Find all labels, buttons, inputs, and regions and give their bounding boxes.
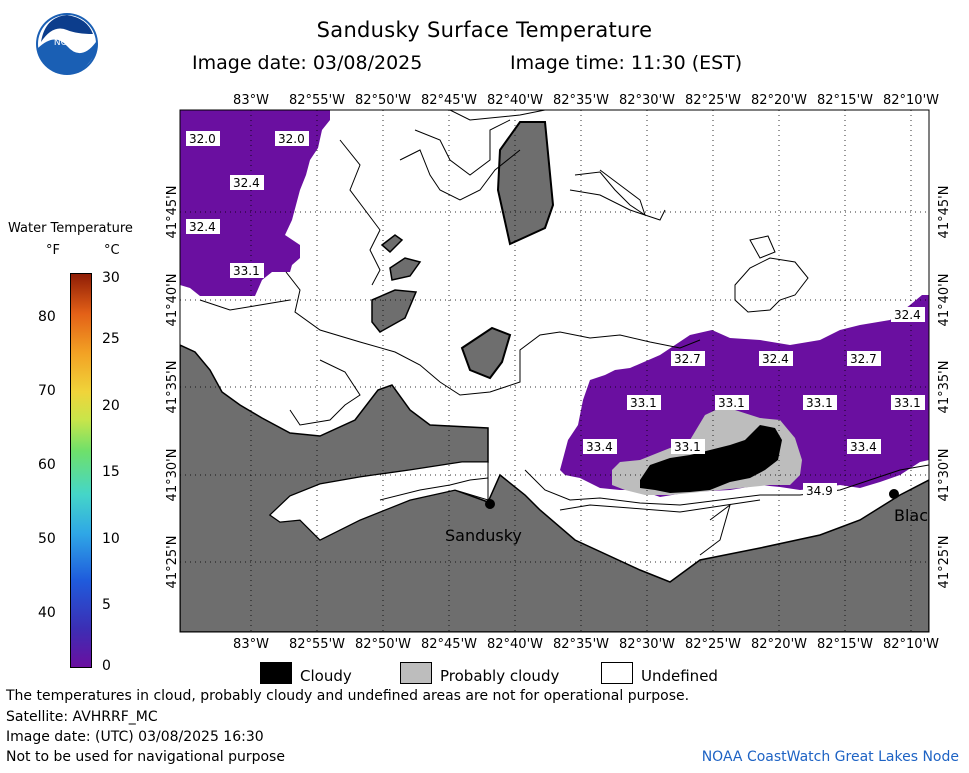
temp-label: 32.4 <box>894 308 921 322</box>
disclaimer-note: The temperatures in cloud, probably clou… <box>6 688 690 704</box>
lon-label: 82°20'W <box>751 637 807 652</box>
graticule <box>180 110 929 632</box>
c-tick: 25 <box>102 331 120 347</box>
legend-swatch-cloudy <box>260 662 292 684</box>
temp-label: 33.1 <box>894 396 921 410</box>
lon-label: 82°55'W <box>289 637 345 652</box>
lon-label: 82°50'W <box>355 637 411 652</box>
lon-label: 82°50'W <box>355 93 411 108</box>
island-small-2 <box>389 257 422 281</box>
c-tick: 30 <box>102 270 120 286</box>
lon-label: 83°W <box>233 93 269 108</box>
legend-label-probably-cloudy: Probably cloudy <box>440 667 560 685</box>
lon-label: 82°10'W <box>883 93 939 108</box>
lat-label: 41°45'N <box>937 186 952 239</box>
page-title: Sandusky Surface Temperature <box>316 18 653 42</box>
legend-swatch-undefined <box>601 662 633 684</box>
lat-labels-left: 41°45'N 41°40'N 41°35'N 41°30'N 41°25'N <box>165 186 180 589</box>
image-date: Image date: 03/08/2025 <box>192 52 423 74</box>
f-tick: 60 <box>38 457 56 473</box>
island-small-3 <box>380 234 404 254</box>
temp-label: 34.9 <box>806 484 833 498</box>
temp-label: 32.0 <box>278 132 305 146</box>
temp-label: 33.1 <box>674 440 701 454</box>
credit-text: NOAA CoastWatch Great Lakes Node <box>701 749 959 765</box>
scale-unit-f: °F <box>46 243 60 258</box>
temp-label: 33.1 <box>718 396 745 410</box>
lon-label: 82°35'W <box>553 637 609 652</box>
scale-unit-c: °C <box>104 243 120 258</box>
svg-text:NOAA: NOAA <box>54 38 81 48</box>
island-middle <box>460 326 512 380</box>
lat-label: 41°40'N <box>165 274 180 327</box>
temp-label: 33.1 <box>806 396 833 410</box>
lon-label: 82°15'W <box>817 637 873 652</box>
lon-label: 82°30'W <box>619 93 675 108</box>
temp-label: 33.4 <box>850 440 877 454</box>
f-tick: 50 <box>38 531 56 547</box>
lon-label: 82°15'W <box>817 93 873 108</box>
lon-label: 82°45'W <box>421 637 477 652</box>
lat-labels-right: 41°45'N 41°40'N 41°35'N 41°30'N 41°25'N <box>937 186 952 589</box>
f-tick: 70 <box>38 383 56 399</box>
c-tick: 10 <box>102 531 120 547</box>
lon-label: 82°40'W <box>487 93 543 108</box>
lon-label: 82°20'W <box>751 93 807 108</box>
city-marker-blac <box>889 489 899 499</box>
lon-label: 82°55'W <box>289 93 345 108</box>
image-time: Image time: 11:30 (EST) <box>510 52 743 74</box>
lat-label: 41°35'N <box>165 361 180 414</box>
lon-label: 82°40'W <box>487 637 543 652</box>
lon-label: 83°W <box>233 637 269 652</box>
legend-swatch-probably-cloudy <box>400 662 432 684</box>
lon-label: 82°45'W <box>421 93 477 108</box>
ice-region-nw <box>180 110 330 296</box>
lon-label: 82°25'W <box>685 93 741 108</box>
lon-labels-bottom: 83°W 82°55'W 82°50'W 82°45'W 82°40'W 82°… <box>233 637 939 652</box>
lon-label: 82°10'W <box>883 637 939 652</box>
lat-label: 41°40'N <box>937 274 952 327</box>
temp-label: 32.7 <box>674 352 701 366</box>
lat-label: 41°25'N <box>165 536 180 589</box>
temp-label: 33.4 <box>586 440 613 454</box>
c-tick: 5 <box>102 597 111 613</box>
island-kelleys-east <box>496 121 555 246</box>
temp-label: 32.4 <box>189 220 216 234</box>
utc-date-note: Image date: (UTC) 03/08/2025 16:30 <box>6 729 264 745</box>
temp-label: 33.1 <box>630 396 657 410</box>
temp-label: 32.0 <box>189 132 216 146</box>
temp-label: 33.1 <box>233 264 260 278</box>
f-tick: 40 <box>38 605 56 621</box>
temp-label: 32.4 <box>233 176 260 190</box>
noaa-logo-icon: NOAA <box>36 13 98 75</box>
scale-title: Water Temperature <box>8 221 133 236</box>
legend-label-undefined: Undefined <box>641 667 718 685</box>
lat-label: 41°35'N <box>937 361 952 414</box>
temperature-labels: 32.0 32.0 32.4 32.4 33.1 32.4 32.7 32.4 … <box>186 131 925 498</box>
lat-label: 41°30'N <box>165 449 180 502</box>
lat-label: 41°45'N <box>165 186 180 239</box>
lon-label: 82°35'W <box>553 93 609 108</box>
legend-label-cloudy: Cloudy <box>300 667 352 685</box>
color-scale-bar <box>70 273 92 668</box>
c-tick: 0 <box>102 658 111 674</box>
navigation-note: Not to be used for navigational purpose <box>6 749 285 765</box>
temp-label: 32.7 <box>850 352 877 366</box>
lat-label: 41°30'N <box>937 449 952 502</box>
satellite-note: Satellite: AVHRRF_MC <box>6 709 158 725</box>
lon-label: 82°30'W <box>619 637 675 652</box>
c-tick: 20 <box>102 398 120 414</box>
city-label-blac: Blac <box>894 506 928 525</box>
lat-label: 41°25'N <box>937 536 952 589</box>
f-tick: 80 <box>38 309 56 325</box>
temp-label: 32.4 <box>762 352 789 366</box>
cloudy-area <box>640 425 782 493</box>
lon-label: 82°25'W <box>685 637 741 652</box>
city-label-sandusky: Sandusky <box>445 526 522 545</box>
c-tick: 15 <box>102 464 120 480</box>
city-marker-sandusky <box>485 499 495 509</box>
lon-labels-top: 83°W 82°55'W 82°50'W 82°45'W 82°40'W 82°… <box>233 93 939 108</box>
